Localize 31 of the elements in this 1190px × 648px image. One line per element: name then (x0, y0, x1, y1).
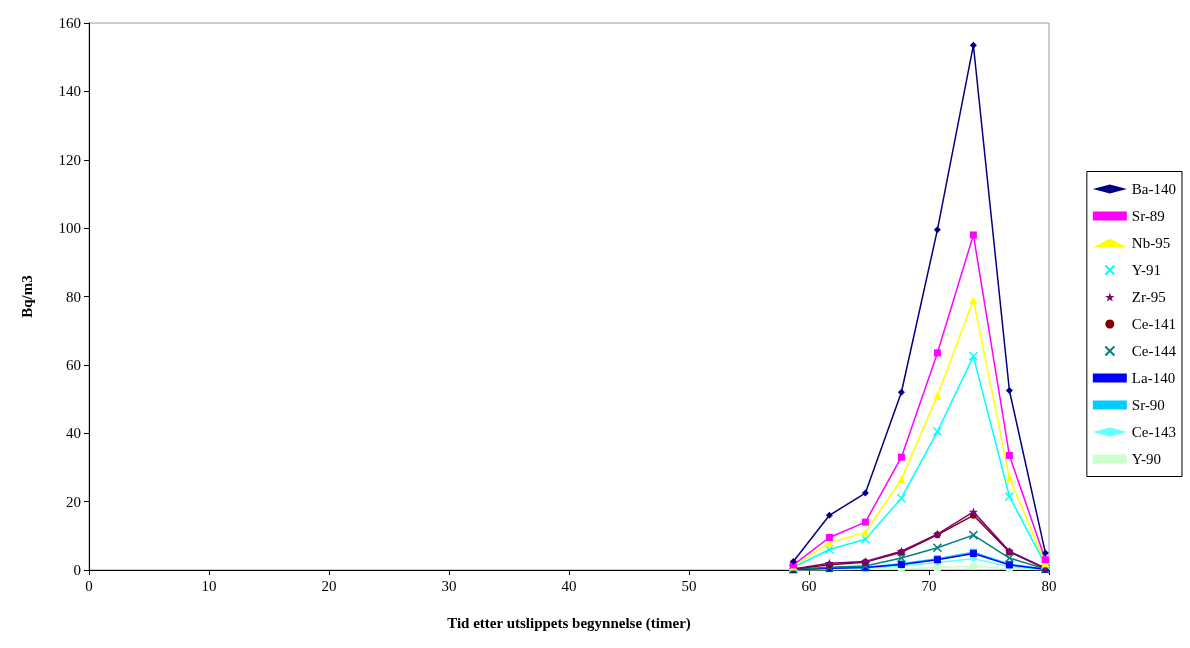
legend-label: Sr-89 (1131, 208, 1165, 224)
y-tick-label: 0 (73, 562, 81, 578)
x-tick-label: 10 (201, 577, 217, 594)
y-tick-label: 100 (58, 220, 81, 237)
legend-label: La-140 (1131, 370, 1176, 386)
legend-label: Ce-144 (1131, 343, 1177, 359)
x-tick-label: 50 (681, 577, 697, 594)
y-tick-label: 60 (66, 356, 81, 373)
x-tick-label: 30 (441, 577, 457, 594)
legend-label: Ba-140 (1131, 181, 1177, 197)
x-tick-label: 70 (921, 577, 937, 594)
legend-label: Y-90 (1131, 451, 1162, 467)
y-tick-label: 80 (66, 288, 81, 305)
legend-label: Nb-95 (1131, 235, 1171, 251)
y-tick-label: 120 (58, 151, 81, 168)
x-axis-title: Tid etter utslippets begynnelse (timer) (447, 614, 691, 632)
legend-label: Y-91 (1131, 262, 1162, 278)
x-tick-label: 40 (561, 577, 577, 594)
y-tick-label: 20 (66, 493, 81, 510)
x-tick-label: 80 (1041, 577, 1057, 594)
x-tick-label: 60 (801, 577, 817, 594)
legend-label: Ce-141 (1131, 316, 1177, 332)
y-tick-label: 160 (58, 15, 81, 31)
x-tick-label: 20 (321, 577, 337, 594)
y-tick-label: 140 (58, 83, 81, 100)
legend-label: Ce-143 (1131, 424, 1177, 440)
y-tick-label: 40 (66, 425, 81, 442)
y-axis-title: Bq/m3 (18, 275, 35, 318)
legend-label: Zr-95 (1131, 289, 1166, 305)
x-tick-label: 0 (85, 577, 93, 594)
legend-label: Sr-90 (1131, 397, 1165, 413)
